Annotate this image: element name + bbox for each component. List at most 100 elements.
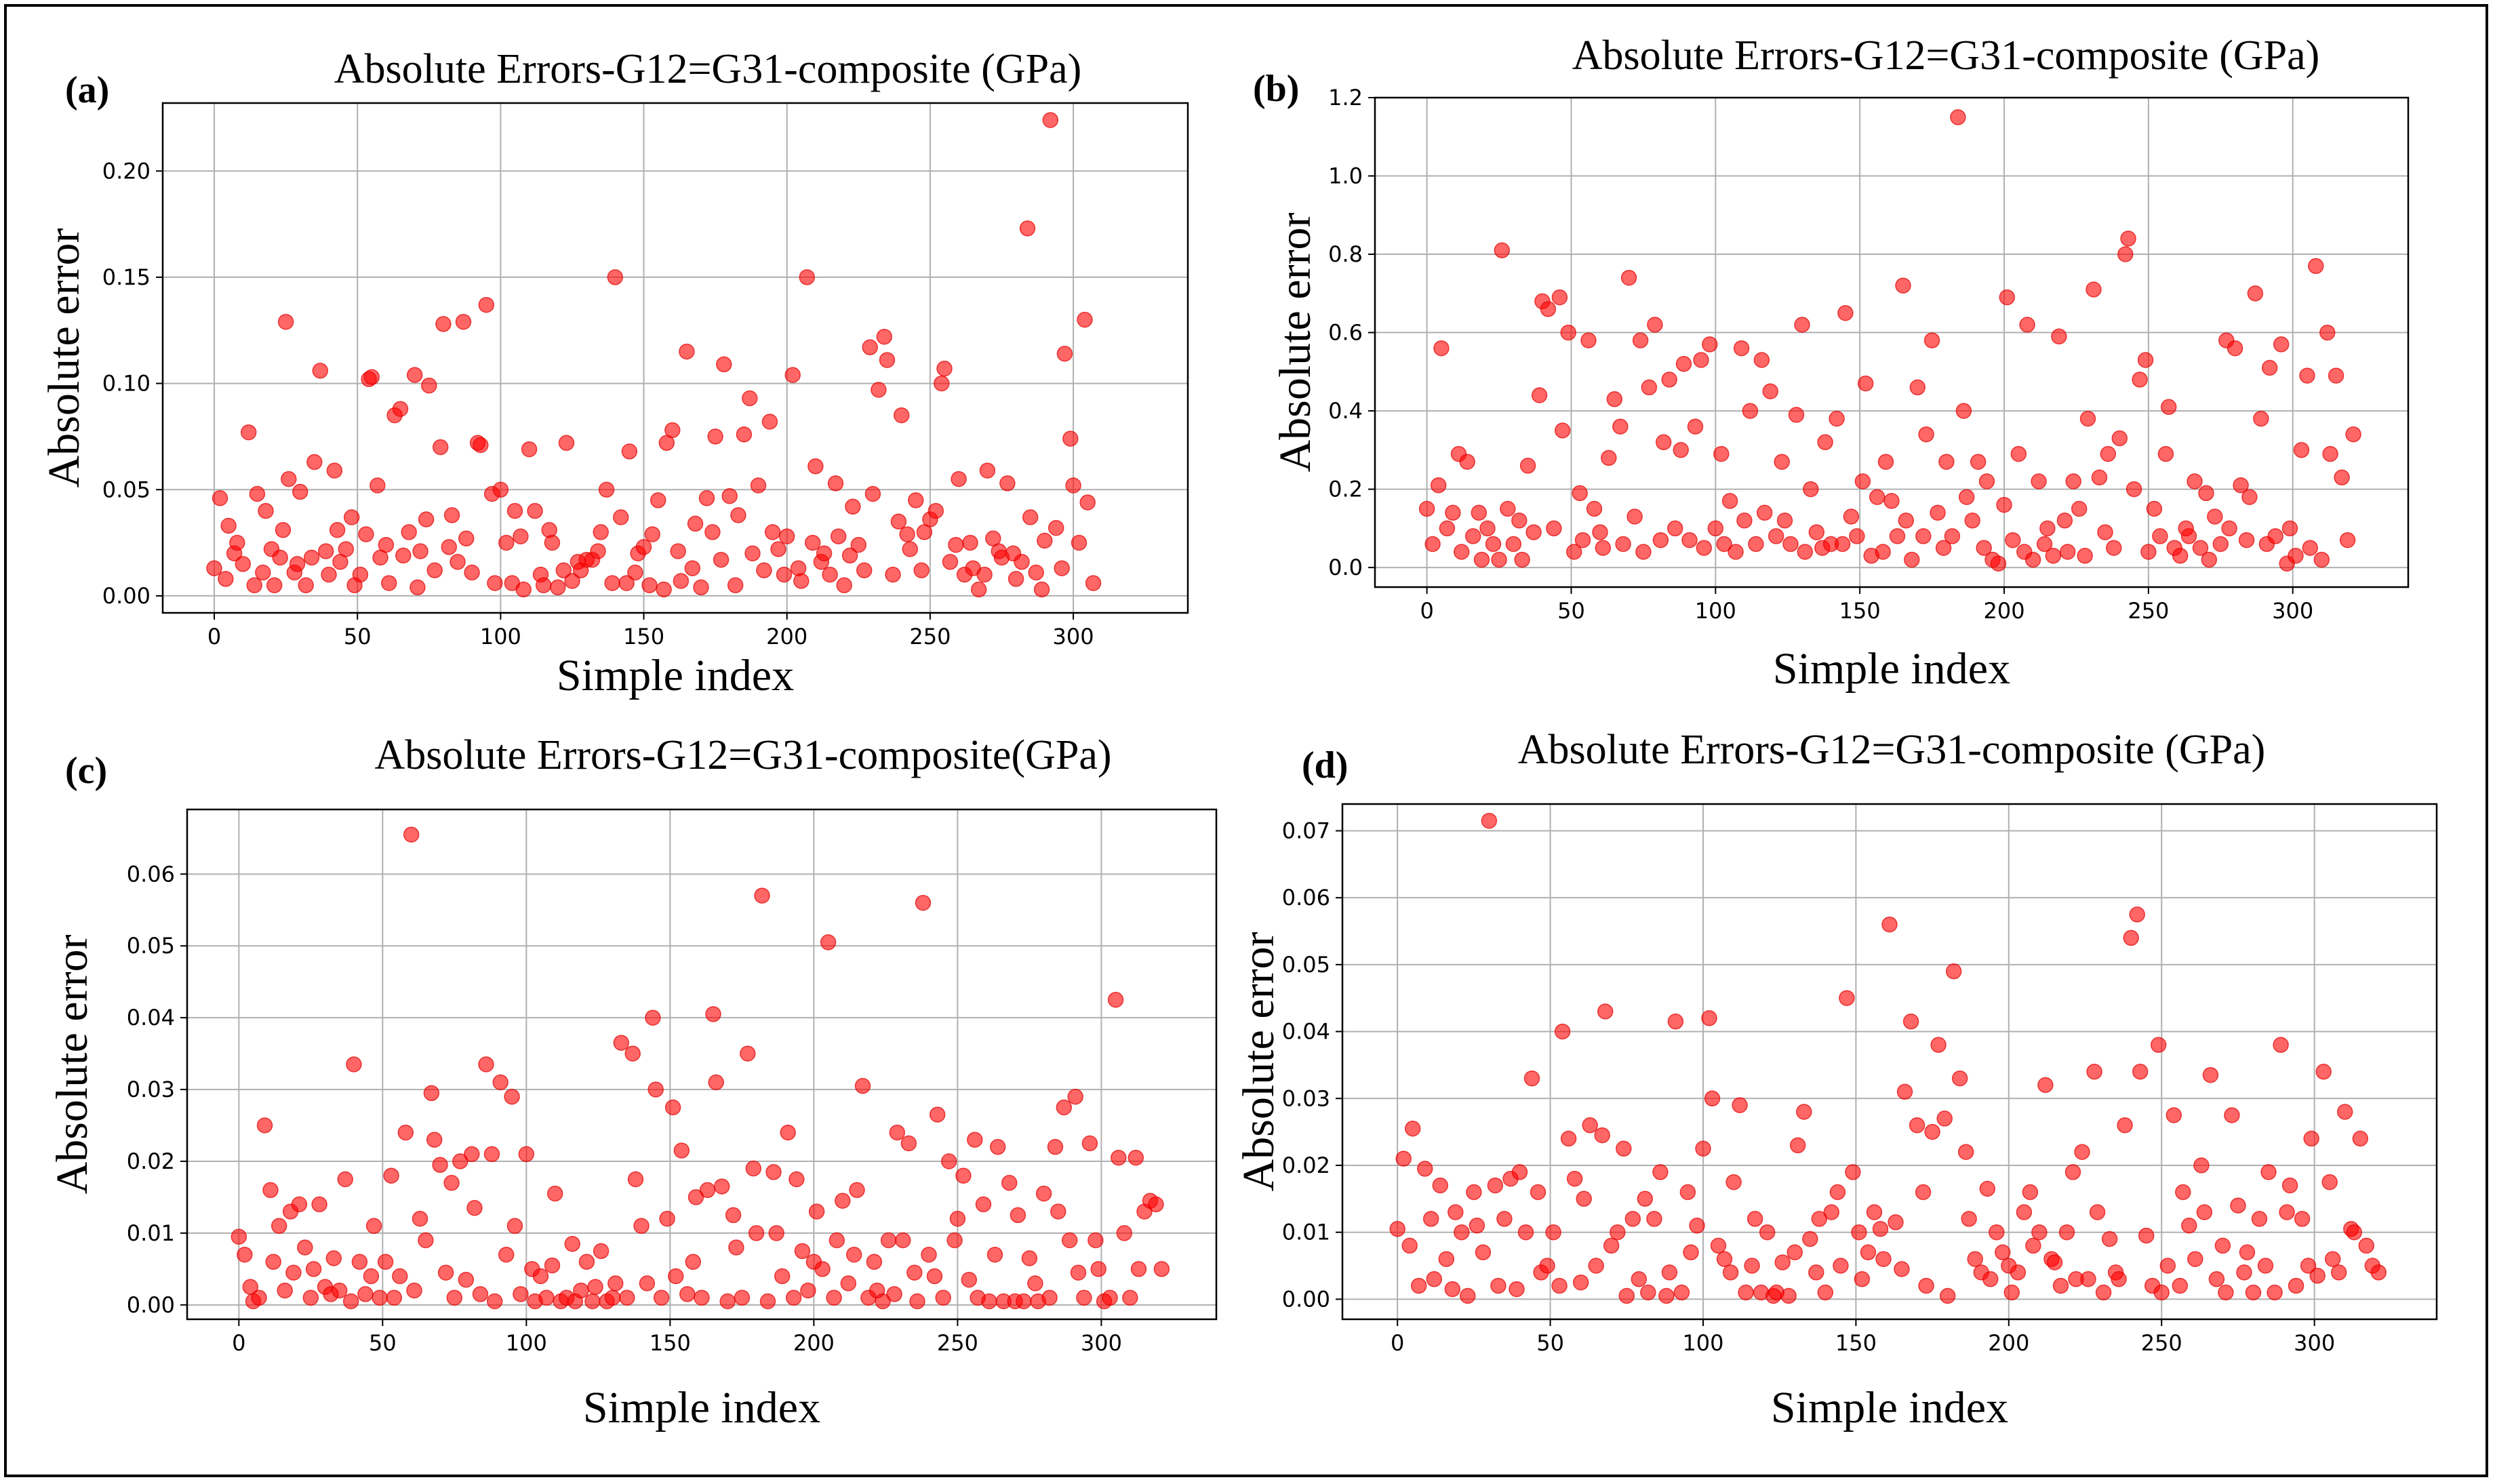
data-point bbox=[1460, 1287, 1476, 1304]
data-point bbox=[866, 1254, 883, 1270]
data-point bbox=[1572, 1274, 1589, 1291]
data-point bbox=[2324, 1251, 2341, 1267]
data-point bbox=[2202, 1066, 2219, 1083]
data-point bbox=[1666, 520, 1683, 537]
data-point bbox=[664, 1099, 681, 1116]
plot-area bbox=[1341, 803, 2438, 1321]
data-point bbox=[1090, 1261, 1106, 1277]
data-point bbox=[889, 1124, 906, 1141]
data-point bbox=[1944, 528, 1961, 544]
data-point bbox=[357, 1286, 374, 1302]
data-point bbox=[1595, 540, 1612, 556]
data-point bbox=[363, 369, 380, 385]
data-point bbox=[1721, 493, 1738, 509]
data-point bbox=[1076, 1289, 1092, 1306]
y-tick-label: 0.04 bbox=[127, 1005, 175, 1030]
data-point bbox=[326, 462, 343, 479]
data-point bbox=[2302, 540, 2319, 556]
data-point bbox=[1753, 352, 1770, 368]
data-point bbox=[2022, 1184, 2039, 1201]
data-point bbox=[1872, 1221, 1889, 1237]
data-point bbox=[2146, 500, 2163, 517]
data-point bbox=[412, 1210, 428, 1227]
data-point bbox=[2187, 473, 2203, 489]
data-point bbox=[1788, 407, 1805, 423]
data-point bbox=[450, 554, 466, 570]
data-point bbox=[1618, 1287, 1635, 1304]
data-point bbox=[2238, 532, 2255, 548]
data-point bbox=[740, 1045, 756, 1062]
data-point bbox=[363, 1268, 380, 1285]
data-point bbox=[452, 1153, 468, 1169]
panel-a: (a) Absolute Errors-G12=G31-composite (GP… bbox=[39, 46, 1189, 700]
data-point bbox=[902, 541, 919, 557]
data-point bbox=[2198, 485, 2214, 502]
data-point bbox=[2227, 340, 2243, 357]
data-point bbox=[730, 507, 746, 523]
data-point bbox=[1652, 532, 1669, 548]
data-point bbox=[1693, 352, 1709, 368]
data-point bbox=[764, 524, 781, 540]
data-point bbox=[2245, 1284, 2262, 1301]
data-point bbox=[656, 581, 672, 598]
data-point bbox=[1551, 1277, 1568, 1294]
data-point bbox=[1915, 1184, 1932, 1201]
chart-title: Absolute Errors-G12=G31-composite (GPa) bbox=[334, 46, 1082, 92]
data-point bbox=[1603, 1237, 1620, 1254]
data-point bbox=[352, 566, 369, 583]
data-point bbox=[2058, 1224, 2075, 1241]
data-point bbox=[1014, 554, 1030, 570]
y-axis-label: Absolute error bbox=[1271, 212, 1320, 472]
data-point bbox=[2175, 1184, 2191, 1201]
data-point bbox=[1935, 540, 1952, 556]
data-point bbox=[1742, 403, 1759, 419]
data-point bbox=[1748, 536, 1764, 553]
data-point bbox=[593, 1243, 610, 1260]
scatter-series bbox=[206, 112, 1102, 598]
data-point bbox=[2016, 1204, 2033, 1220]
x-tick-label: 50 bbox=[344, 624, 372, 649]
data-point bbox=[765, 1164, 782, 1180]
data-point bbox=[876, 328, 893, 345]
data-point bbox=[1889, 528, 1906, 544]
data-point bbox=[235, 556, 252, 572]
data-point bbox=[2230, 1197, 2246, 1214]
data-point bbox=[1646, 1211, 1662, 1227]
scatter-series bbox=[1418, 109, 2361, 572]
data-point bbox=[2279, 1204, 2295, 1220]
data-point bbox=[1531, 387, 1548, 403]
data-point bbox=[1416, 1161, 1433, 1177]
data-point bbox=[1439, 520, 1456, 537]
data-point bbox=[1902, 1014, 1919, 1030]
y-tick-label: 0.00 bbox=[1282, 1286, 1330, 1312]
data-point bbox=[961, 1271, 978, 1288]
data-point bbox=[687, 1189, 704, 1205]
data-point bbox=[699, 1182, 716, 1199]
y-tick-label: 0.0 bbox=[1328, 555, 1363, 580]
data-point bbox=[1586, 500, 1603, 517]
data-point bbox=[607, 1275, 624, 1291]
data-point bbox=[1877, 454, 1894, 470]
data-point bbox=[1554, 422, 1571, 439]
data-point bbox=[1445, 504, 1461, 521]
data-point bbox=[864, 485, 881, 502]
data-point bbox=[418, 511, 435, 527]
x-tick-label: 0 bbox=[1420, 598, 1433, 624]
data-point bbox=[303, 549, 320, 566]
data-point bbox=[1725, 1174, 1742, 1190]
data-point bbox=[506, 502, 523, 519]
data-point bbox=[2294, 1211, 2311, 1227]
data-point bbox=[464, 1146, 480, 1163]
scatter-series bbox=[231, 826, 1170, 1310]
data-point bbox=[1019, 220, 1036, 237]
data-point bbox=[989, 1139, 1006, 1155]
data-point bbox=[725, 1207, 742, 1224]
data-point bbox=[1789, 1137, 1806, 1154]
data-point bbox=[1127, 1149, 1144, 1166]
data-point bbox=[2065, 473, 2081, 489]
data-point bbox=[1710, 1237, 1727, 1254]
data-point bbox=[1042, 112, 1059, 128]
data-point bbox=[2336, 1104, 2353, 1120]
data-point bbox=[590, 543, 606, 559]
x-tick-label: 300 bbox=[1081, 1330, 1122, 1356]
